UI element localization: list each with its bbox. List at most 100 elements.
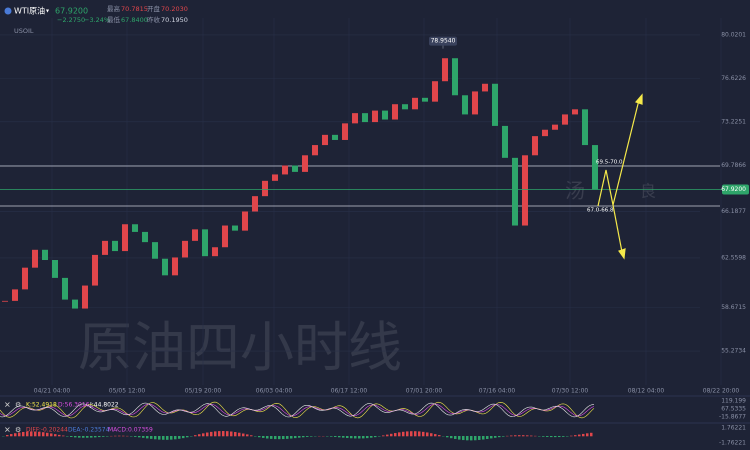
macd-bar-deco xyxy=(270,436,273,439)
x-tick-label: 07/16 04:00 xyxy=(479,388,516,395)
macd-bar-deco xyxy=(114,435,117,437)
candle xyxy=(342,123,348,140)
kdj-axis-label: -15.8677 xyxy=(719,414,746,421)
macd-bar-deco xyxy=(494,436,497,438)
macd-bar-deco xyxy=(290,436,293,439)
candle xyxy=(572,109,578,115)
macd-bar-deco xyxy=(166,436,169,440)
settings-button[interactable]: ⚙ xyxy=(15,426,21,434)
macd-bar-deco xyxy=(214,431,217,437)
macd-bar-deco xyxy=(286,436,289,439)
candle xyxy=(132,224,138,232)
macd-bar-deco xyxy=(266,436,269,439)
macd-bar-deco xyxy=(426,432,429,437)
macd-bar-deco xyxy=(370,436,373,438)
candle xyxy=(362,113,368,123)
macd-bar-deco xyxy=(158,436,161,440)
kdj-trace xyxy=(0,403,595,417)
candle xyxy=(402,104,408,110)
candle xyxy=(72,299,78,309)
macd-bar-deco xyxy=(342,436,345,438)
close-button[interactable]: ✕ xyxy=(4,426,11,435)
macd-bar-deco xyxy=(42,432,45,437)
macd-bar-deco xyxy=(246,434,249,437)
macd-bar-deco xyxy=(390,433,393,437)
macd-bar-deco xyxy=(358,436,361,439)
x-tick-label: 06/03 04:00 xyxy=(256,388,293,395)
y-tick-label: 69.7866 xyxy=(721,162,746,169)
y-tick-label: 62.5598 xyxy=(721,254,746,261)
macd-bar-deco xyxy=(230,431,233,437)
close-button[interactable]: ✕ xyxy=(4,401,11,410)
macd-bar-deco xyxy=(46,432,49,437)
settings-button[interactable]: ⚙ xyxy=(15,401,21,409)
candle xyxy=(582,109,588,146)
macd-bar-deco xyxy=(510,435,513,437)
macd-bar-deco xyxy=(302,436,305,438)
x-tick-label: 07/01 20:00 xyxy=(406,388,443,395)
candle xyxy=(372,110,378,123)
macd-bar-deco xyxy=(102,436,105,437)
macd-bar-deco xyxy=(202,433,205,437)
macd-bar-deco xyxy=(146,436,149,439)
x-tick-label: 07/30 12:00 xyxy=(552,388,589,395)
candle xyxy=(562,114,568,125)
dropdown-icon[interactable]: ▾ xyxy=(46,8,49,15)
macd-bar-deco xyxy=(542,436,545,437)
macd-bar-deco xyxy=(382,435,385,437)
candle xyxy=(42,249,48,261)
macd-bar-deco xyxy=(338,436,341,438)
macd-bar-deco xyxy=(242,433,245,437)
y-tick-label: 73.2251 xyxy=(721,118,746,125)
macd-bar-deco xyxy=(18,432,21,437)
macd-bar-deco xyxy=(82,436,85,438)
macd-bar-deco xyxy=(154,436,157,440)
macd-bar-deco xyxy=(178,436,181,439)
macd-bar-deco xyxy=(422,431,425,437)
macd-bar-deco xyxy=(578,434,581,437)
macd-bar-deco xyxy=(434,434,437,437)
macd-bar-deco xyxy=(234,432,237,437)
macd-bar-deco xyxy=(210,431,213,437)
macd-bar-deco xyxy=(174,436,177,440)
watermark-text: 汤 xyxy=(565,179,585,203)
macd-bar-deco xyxy=(182,436,185,439)
candle xyxy=(202,229,208,257)
macd-bar-deco xyxy=(406,431,409,437)
macd-bar-deco xyxy=(10,434,13,437)
macd-bar-deco xyxy=(386,434,389,437)
macd-bar-deco xyxy=(586,433,589,437)
arrow-head xyxy=(634,93,643,105)
macd-bar-deco xyxy=(306,436,309,437)
macd-bar-deco xyxy=(282,436,285,440)
kdj-axis-label: 67.5335 xyxy=(721,406,746,413)
x-tick-label: 08/12 04:00 xyxy=(628,388,665,395)
macd-bar-deco xyxy=(54,434,57,437)
candle xyxy=(112,240,118,252)
macd-bar-deco xyxy=(262,436,265,438)
macd-bar-deco xyxy=(122,435,125,437)
watermark: 原油四小时线 汤 良 xyxy=(78,179,656,380)
macd-bar-deco xyxy=(530,435,533,437)
macd-bar-deco xyxy=(438,435,441,437)
stat-value: 70.7815 xyxy=(121,5,148,13)
macd-bar-deco xyxy=(558,436,561,438)
x-tick-label: 05/19 20:00 xyxy=(185,388,222,395)
x-tick-label: 06/17 12:00 xyxy=(331,388,368,395)
macd-bar-deco xyxy=(526,435,529,437)
macd-bar-deco xyxy=(70,436,73,437)
x-tick-label: 05/05 12:00 xyxy=(109,388,146,395)
candle xyxy=(162,258,168,276)
macd-label: DIFF:-0.20244 xyxy=(26,427,68,434)
macd-bar-deco xyxy=(366,436,369,439)
kdj-trace xyxy=(0,402,595,418)
forecast-arrows xyxy=(597,93,643,260)
y-tick-label: 80.0201 xyxy=(721,31,746,38)
last-price-label: 67.9200 xyxy=(721,186,746,193)
candle xyxy=(462,95,468,115)
macd-bar-deco xyxy=(58,434,61,437)
candle xyxy=(322,134,328,146)
candle xyxy=(212,247,218,257)
stat-value: 70.2030 xyxy=(161,5,188,13)
